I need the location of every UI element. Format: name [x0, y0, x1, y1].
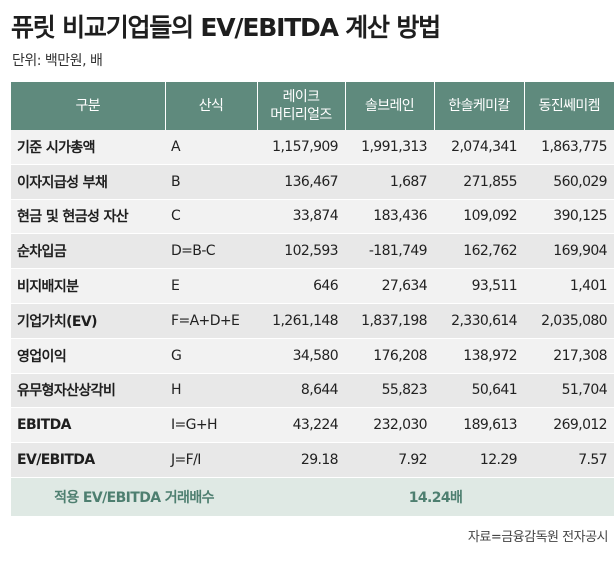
row-value: 2,035,080 [524, 303, 614, 339]
summary-label: 적용 EV/EBITDA 거래배수 [11, 477, 257, 517]
row-value: 1,401 [524, 268, 614, 304]
row-value: 169,904 [524, 233, 614, 270]
row-label: 영업이익 [11, 338, 165, 374]
header-formula: 산식 [164, 82, 257, 130]
row-label: EBITDA [11, 407, 165, 444]
row-formula: C [165, 199, 257, 235]
row-value: 138,972 [434, 338, 524, 374]
header-dongjin-semichem: 동진쎄미켐 [523, 82, 614, 130]
row-value: 7.92 [345, 442, 434, 478]
summary-value: 14.24배 [257, 477, 614, 517]
table-row: EV/EBITDA J=F/I 29.18 7.92 12.29 7.57 [11, 442, 614, 478]
row-formula: D=B-C [165, 233, 257, 270]
row-label: 현금 및 현금성 자산 [11, 199, 165, 235]
row-value: 560,029 [524, 164, 614, 200]
row-label: 순차입금 [11, 233, 165, 270]
row-value: 1,991,313 [345, 130, 434, 165]
row-label: 기준 시가총액 [11, 130, 165, 165]
row-value: 217,308 [524, 338, 614, 374]
row-value: 93,511 [434, 268, 524, 304]
row-value: 2,074,341 [434, 130, 524, 165]
row-value: 136,467 [257, 164, 345, 200]
header-hansol-chemical: 한솔케미칼 [433, 82, 524, 130]
table-row: 영업이익 G 34,580 176,208 138,972 217,308 [11, 338, 614, 374]
row-value: 1,837,198 [345, 303, 434, 339]
row-formula: H [165, 373, 257, 409]
row-value: 43,224 [257, 407, 345, 444]
header-category: 구분 [11, 82, 165, 130]
row-value: 50,641 [434, 373, 524, 409]
table-header-row: 구분 산식 레이크 머티리얼즈 솔브레인 한솔케미칼 동진쎄미켐 [11, 82, 614, 130]
row-value: 29.18 [257, 442, 345, 478]
row-value: 102,593 [257, 233, 345, 270]
row-formula: I=G+H [165, 407, 257, 444]
header-soulbrain: 솔브레인 [344, 82, 434, 130]
row-value: 34,580 [257, 338, 345, 374]
row-value: 27,634 [345, 268, 434, 304]
row-label: 유무형자산상각비 [11, 373, 165, 409]
row-value: 12.29 [434, 442, 524, 478]
row-value: 1,687 [345, 164, 434, 200]
row-formula: A [165, 130, 257, 165]
row-value: 189,613 [434, 407, 524, 444]
table-row: 현금 및 현금성 자산 C 33,874 183,436 109,092 390,125 [11, 199, 614, 235]
row-value: 1,157,909 [257, 130, 345, 165]
row-value: 109,092 [434, 199, 524, 235]
source-note: 자료=금융감독원 전자공시 [467, 530, 609, 545]
table-row: 비지배지분 E 646 27,634 93,511 1,401 [11, 268, 614, 304]
row-value: 271,855 [434, 164, 524, 200]
row-value: 7.57 [524, 442, 614, 478]
row-value: 1,863,775 [524, 130, 614, 165]
row-value: 646 [257, 268, 345, 304]
table-row: EBITDA I=G+H 43,224 232,030 189,613 269,012 [11, 407, 614, 444]
page-title: 퓨릿 비교기업들의 EV/EBITDA 계산 방법 [11, 13, 441, 42]
row-value: 51,704 [524, 373, 614, 409]
row-label: 기업가치(EV) [11, 303, 165, 339]
row-formula: E [165, 268, 257, 304]
row-value: 390,125 [524, 199, 614, 235]
row-label: EV/EBITDA [11, 442, 165, 478]
row-value: 33,874 [257, 199, 345, 235]
table-row: 유무형자산상각비 H 8,644 55,823 50,641 51,704 [11, 373, 614, 409]
row-value: 176,208 [345, 338, 434, 374]
ev-ebitda-table: 구분 산식 레이크 머티리얼즈 솔브레인 한솔케미칼 동진쎄미켐 기준 시가총액… [11, 82, 614, 517]
row-value: 2,330,614 [434, 303, 524, 339]
row-value: 232,030 [345, 407, 434, 444]
table-row: 기준 시가총액 A 1,157,909 1,991,313 2,074,341 1,863… [11, 130, 614, 165]
row-value: 269,012 [524, 407, 614, 444]
row-value: 8,644 [257, 373, 345, 409]
row-formula: J=F/I [165, 442, 257, 478]
row-formula: B [165, 164, 257, 200]
table-row: 이자지급성 부채 B 136,467 1,687 271,855 560,029 [11, 164, 614, 200]
table-row: 기업가치(EV) F=A+D+E 1,261,148 1,837,198 2,330,6… [11, 303, 614, 339]
row-value: 162,762 [434, 233, 524, 270]
row-label: 이자지급성 부채 [11, 164, 165, 200]
table-row: 순차입금 D=B-C 102,593 -181,749 162,762 169,904 [11, 233, 614, 270]
summary-row: 적용 EV/EBITDA 거래배수 14.24배 [11, 477, 614, 517]
row-formula: F=A+D+E [165, 303, 257, 339]
unit-note: 단위: 백만원, 배 [12, 53, 103, 69]
row-value: 183,436 [345, 199, 434, 235]
row-value: -181,749 [345, 233, 434, 270]
header-lake-materials: 레이크 머티리얼즈 [256, 82, 345, 130]
row-value: 55,823 [345, 373, 434, 409]
row-label: 비지배지분 [11, 268, 165, 304]
row-value: 1,261,148 [257, 303, 345, 339]
row-formula: G [165, 338, 257, 374]
